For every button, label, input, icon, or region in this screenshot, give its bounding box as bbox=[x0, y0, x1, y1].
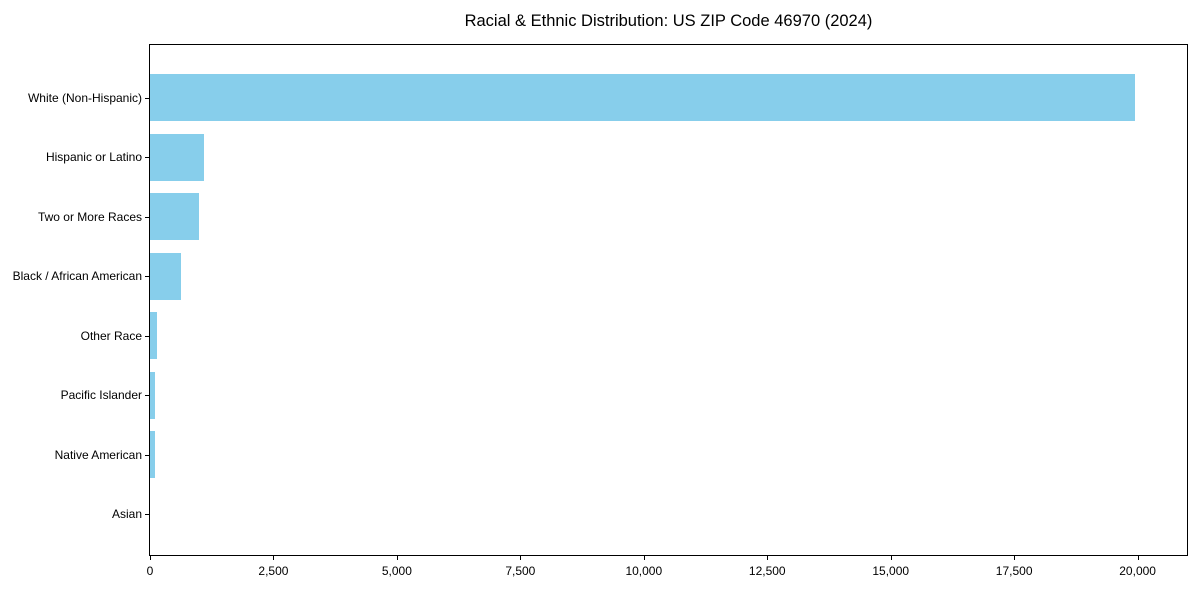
x-tick bbox=[520, 556, 522, 560]
x-tick-label-17500: 17,500 bbox=[995, 564, 1033, 578]
y-tick bbox=[145, 395, 149, 397]
x-tick bbox=[767, 556, 769, 560]
y-axis-label-pacific-islander: Pacific Islander bbox=[60, 388, 142, 403]
x-tick bbox=[150, 556, 151, 560]
bar-pacific-islander bbox=[150, 371, 156, 419]
x-tick-label-12500: 12,500 bbox=[748, 564, 786, 578]
x-tick-label-5000: 5,000 bbox=[381, 564, 412, 578]
x-tick-label-0: 0 bbox=[146, 564, 154, 578]
y-tick bbox=[145, 335, 149, 337]
y-tick bbox=[145, 216, 149, 218]
x-tick-label-7500: 7,500 bbox=[505, 564, 536, 578]
bar-other-race bbox=[150, 312, 158, 360]
y-axis-label-other-race: Other Race bbox=[80, 328, 142, 343]
y-axis-label-white-non-hispanic: White (Non-Hispanic) bbox=[27, 90, 142, 105]
x-tick bbox=[1137, 556, 1139, 560]
y-tick bbox=[145, 454, 149, 456]
plot-area bbox=[149, 44, 1188, 556]
x-tick-label-2500: 2,500 bbox=[258, 564, 289, 578]
x-tick bbox=[396, 556, 398, 560]
bar-black-african-american bbox=[150, 252, 181, 300]
bar-hispanic-or-latino bbox=[150, 133, 205, 181]
y-axis-label-two-or-more-races: Two or More Races bbox=[37, 209, 142, 224]
x-tick bbox=[643, 556, 645, 560]
y-axis-label-native-american: Native American bbox=[54, 447, 142, 462]
y-axis-label-hispanic-or-latino: Hispanic or Latino bbox=[45, 150, 142, 165]
x-tick bbox=[890, 556, 892, 560]
y-tick bbox=[145, 276, 149, 278]
y-axis-label-asian: Asian bbox=[111, 507, 142, 522]
x-tick-label-20000: 20,000 bbox=[1119, 564, 1156, 578]
x-tick-label-15000: 15,000 bbox=[872, 564, 910, 578]
y-tick bbox=[145, 157, 149, 159]
bar-white-non-hispanic bbox=[150, 74, 1136, 122]
y-tick bbox=[145, 514, 149, 516]
x-tick bbox=[273, 556, 275, 560]
y-tick bbox=[145, 97, 149, 99]
y-axis-label-black-african-american: Black / African American bbox=[12, 269, 142, 284]
bar-native-american bbox=[150, 431, 155, 479]
chart-title: Racial & Ethnic Distribution: US ZIP Cod… bbox=[464, 12, 873, 30]
x-tick bbox=[1014, 556, 1016, 560]
x-tick-label-10000: 10,000 bbox=[625, 564, 663, 578]
bar-two-or-more-races bbox=[150, 193, 200, 241]
